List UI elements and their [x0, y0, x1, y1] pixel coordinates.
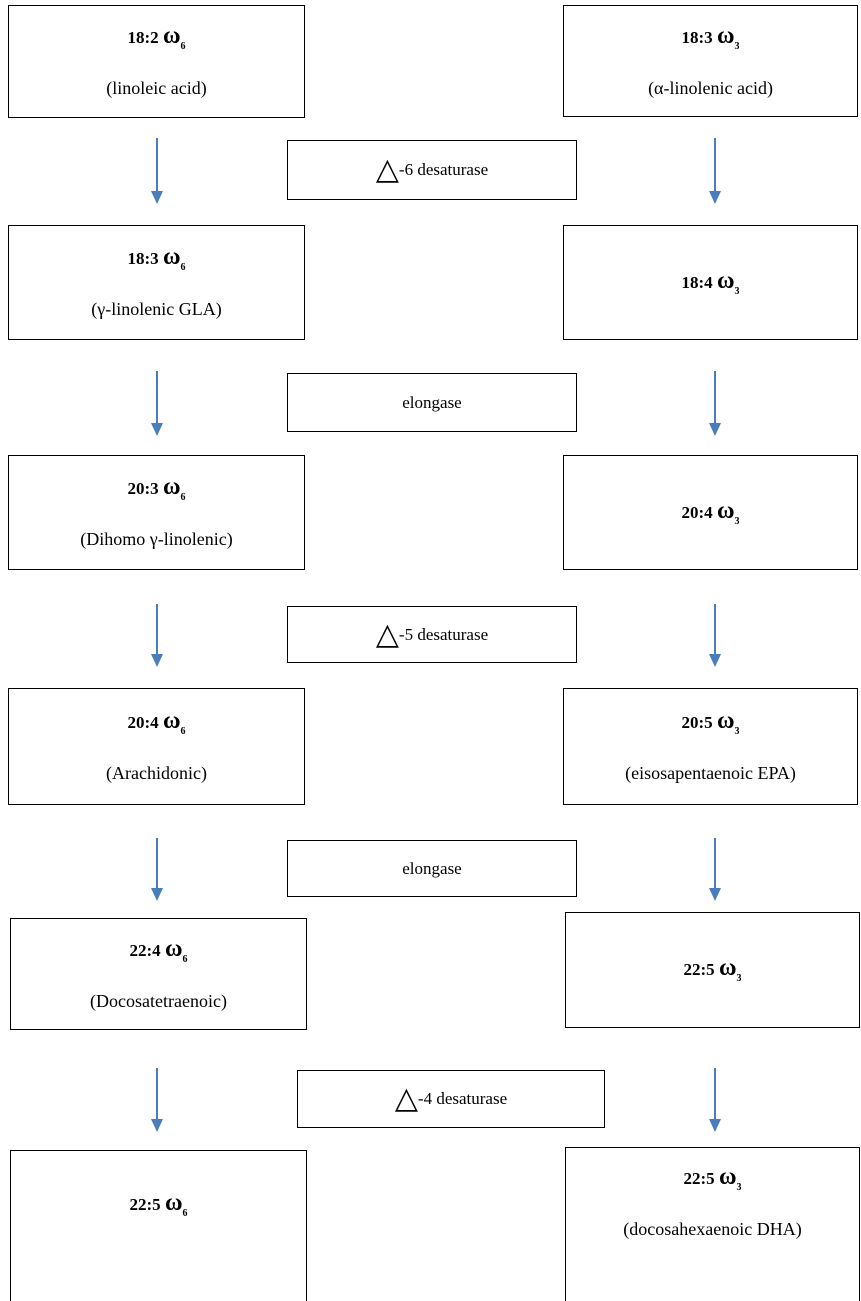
acid-name: (linoleic acid) — [106, 78, 206, 99]
omega-symbol: ω — [717, 708, 735, 734]
enzyme-name: -5 desaturase — [399, 625, 488, 645]
arrow-head — [709, 654, 721, 667]
arrow-head — [709, 191, 721, 204]
omega-number: 6 — [180, 726, 185, 737]
acid-name: (eisosapentaenoic EPA) — [625, 763, 796, 784]
omega-symbol: ω — [163, 708, 181, 734]
omega-number: 3 — [736, 1182, 741, 1193]
enzyme-name: -6 desaturase — [399, 160, 488, 180]
omega-number: 6 — [180, 492, 185, 503]
chain-ratio: 20:3 — [128, 479, 159, 498]
enzyme-box: △-4 desaturase — [297, 1070, 605, 1128]
node-box: 22:4 ω6 (Docosatetraenoic) — [10, 918, 307, 1030]
node-box: 18:4 ω3 — [563, 225, 858, 340]
node-box: 18:2 ω6 (linoleic acid) — [8, 5, 305, 118]
omega-symbol: ω — [717, 498, 735, 524]
chain-ratio: 22:5 — [130, 1195, 161, 1214]
omega-number: 3 — [736, 973, 741, 984]
arrow-head — [151, 1119, 163, 1132]
omega-number: 6 — [180, 41, 185, 52]
omega-symbol: ω — [165, 1190, 183, 1216]
node-box: 22:5 ω6 — [10, 1150, 307, 1301]
enzyme-box: △-5 desaturase — [287, 606, 577, 663]
node-label: 20:4 ω6 — [128, 709, 186, 737]
enzyme-name: elongase — [402, 393, 461, 413]
diagram: 18:2 ω6(linoleic acid)18:3 ω6(γ-linoleni… — [0, 0, 861, 1301]
enzyme-name: -4 desaturase — [418, 1089, 507, 1109]
node-box: 22:5 ω3 (docosahexaenoic DHA) — [565, 1147, 860, 1301]
omega-symbol: ω — [719, 1164, 737, 1190]
omega-symbol: ω — [717, 268, 735, 294]
node-label: 20:5 ω3 — [682, 709, 740, 737]
omega-number: 6 — [182, 954, 187, 965]
omega-number: 3 — [734, 726, 739, 737]
node-label: 22:5 ω6 — [130, 1191, 188, 1219]
omega-symbol: ω — [163, 474, 181, 500]
chain-ratio: 20:4 — [128, 713, 159, 732]
node-label: 22:5 ω3 — [684, 956, 742, 984]
node-box: 18:3 ω3 (α-linolenic acid) — [563, 5, 858, 117]
omega-number: 3 — [734, 41, 739, 52]
omega-symbol: ω — [165, 936, 183, 962]
chain-ratio: 22:5 — [684, 960, 715, 979]
node-label: 22:5 ω3 — [684, 1165, 742, 1193]
node-label: 18:3 ω3 — [682, 24, 740, 52]
omega-number: 6 — [180, 262, 185, 273]
node-box: 20:4 ω6 (Arachidonic) — [8, 688, 305, 805]
chain-ratio: 18:3 — [682, 28, 713, 47]
arrow-head — [151, 423, 163, 436]
node-box: 20:4 ω3 — [563, 455, 858, 570]
node-label: 18:3 ω6 — [128, 245, 186, 273]
omega-number: 3 — [734, 286, 739, 297]
delta-symbol: △ — [395, 1084, 418, 1114]
omega-symbol: ω — [719, 955, 737, 981]
acid-name: (γ-linolenic GLA) — [91, 299, 221, 320]
chain-ratio: 18:2 — [128, 28, 159, 47]
delta-symbol: △ — [376, 620, 399, 650]
node-label: 20:4 ω3 — [682, 499, 740, 527]
chain-ratio: 20:5 — [682, 713, 713, 732]
omega-symbol: ω — [717, 23, 735, 49]
omega-number: 6 — [182, 1208, 187, 1219]
acid-name: (Docosatetraenoic) — [90, 991, 227, 1012]
node-box: 18:3 ω6 (γ-linolenic GLA) — [8, 225, 305, 340]
enzyme-box: elongase — [287, 373, 577, 432]
arrow-head — [151, 888, 163, 901]
acid-name: (docosahexaenoic DHA) — [623, 1219, 801, 1240]
arrow-head — [709, 888, 721, 901]
node-label: 18:4 ω3 — [682, 269, 740, 297]
node-box: 22:5 ω3 — [565, 912, 860, 1028]
enzyme-box: △-6 desaturase — [287, 140, 577, 200]
chain-ratio: 20:4 — [682, 503, 713, 522]
chain-ratio: 18:3 — [128, 249, 159, 268]
omega-symbol: ω — [163, 244, 181, 270]
node-label: 20:3 ω6 — [128, 475, 186, 503]
arrow-head — [709, 423, 721, 436]
node-box: 20:3 ω6 (Dihomo γ-linolenic) — [8, 455, 305, 570]
delta-symbol: △ — [376, 155, 399, 185]
arrow-head — [151, 191, 163, 204]
enzyme-box: elongase — [287, 840, 577, 897]
omega-symbol: ω — [163, 23, 181, 49]
enzyme-name: elongase — [402, 859, 461, 879]
node-label: 22:4 ω6 — [130, 937, 188, 965]
chain-ratio: 18:4 — [682, 273, 713, 292]
arrow-head — [709, 1119, 721, 1132]
omega-number: 3 — [734, 516, 739, 527]
acid-name: (Dihomo γ-linolenic) — [80, 529, 232, 550]
chain-ratio: 22:4 — [130, 941, 161, 960]
acid-name: (α-linolenic acid) — [648, 78, 773, 99]
arrow-head — [151, 654, 163, 667]
node-box: 20:5 ω3 (eisosapentaenoic EPA) — [563, 688, 858, 805]
node-label: 18:2 ω6 — [128, 24, 186, 52]
acid-name: (Arachidonic) — [106, 763, 207, 784]
chain-ratio: 22:5 — [684, 1169, 715, 1188]
